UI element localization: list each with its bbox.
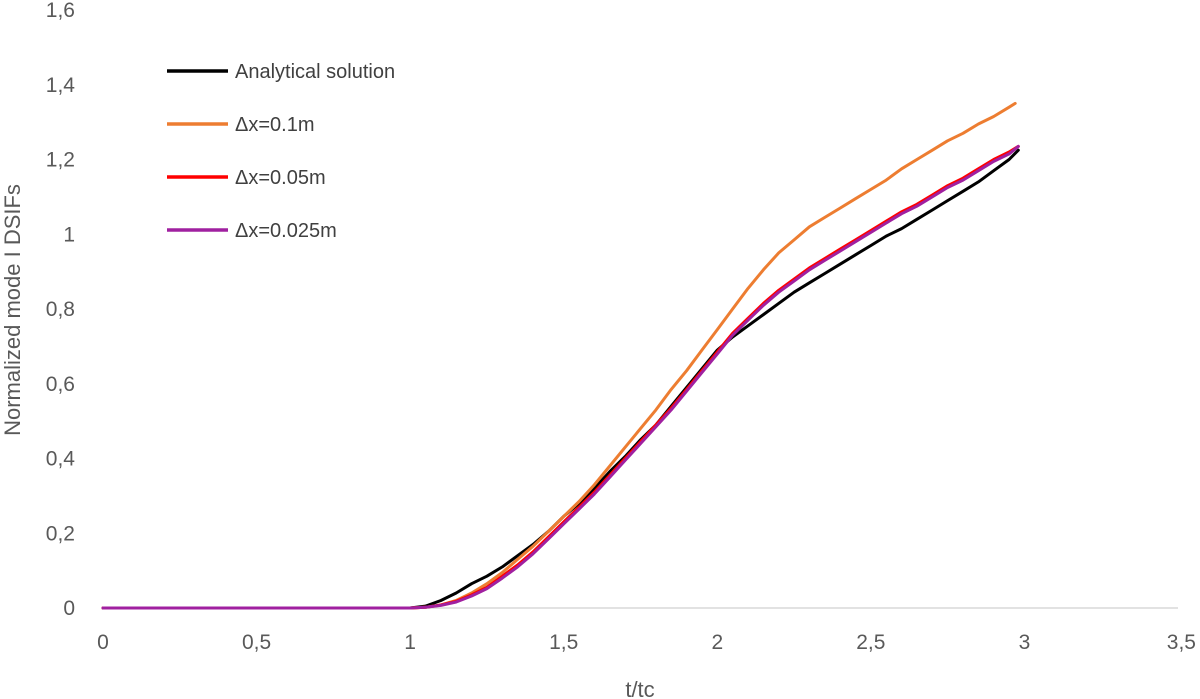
- x-axis-title: t/tc: [625, 677, 654, 699]
- y-tick-label: 1,6: [46, 0, 75, 22]
- legend-label: Δx=0.025m: [235, 220, 337, 242]
- legend-label: Analytical solution: [235, 61, 395, 83]
- y-tick-label: 0: [63, 597, 75, 620]
- x-axis-ticks: 0 0,5 1 1,5 2 2,5 3 3,5: [97, 631, 1196, 654]
- y-tick-label: 0,6: [46, 373, 75, 396]
- series-line-2: [101, 101, 1017, 610]
- y-tick-label: 1: [63, 223, 75, 246]
- x-tick-label: 2,5: [856, 631, 885, 654]
- y-tick-label: 0,4: [46, 448, 76, 471]
- legend-label: Δx=0.1m: [235, 114, 315, 136]
- y-axis-ticks: 0 0,2 0,4 0,6 0,8 1 1,2 1,4 1,6: [46, 0, 76, 620]
- y-axis-title: Normalized mode I DSIFs: [0, 184, 25, 436]
- x-tick-label: 1,5: [549, 631, 578, 654]
- x-tick-label: 0,5: [242, 631, 271, 654]
- legend-label: Δx=0.05m: [235, 167, 326, 189]
- x-tick-label: 3: [1019, 631, 1031, 654]
- x-tick-label: 3,5: [1167, 631, 1196, 654]
- y-tick-label: 0,2: [46, 522, 75, 545]
- x-tick-label: 0: [97, 631, 109, 654]
- y-tick-label: 1,2: [46, 149, 75, 172]
- y-tick-label: 0,8: [46, 298, 75, 321]
- x-tick-label: 1: [404, 631, 416, 654]
- series-line-1: [101, 148, 1020, 610]
- legend: Analytical solution Δx=0.1m Δx=0.05m Δx=0.0…: [167, 61, 395, 242]
- x-tick-label: 2: [711, 631, 723, 654]
- y-tick-label: 1,4: [46, 74, 76, 97]
- series-lines: [101, 101, 1020, 610]
- series-line-3: [101, 144, 1020, 610]
- series-line-4: [101, 144, 1020, 610]
